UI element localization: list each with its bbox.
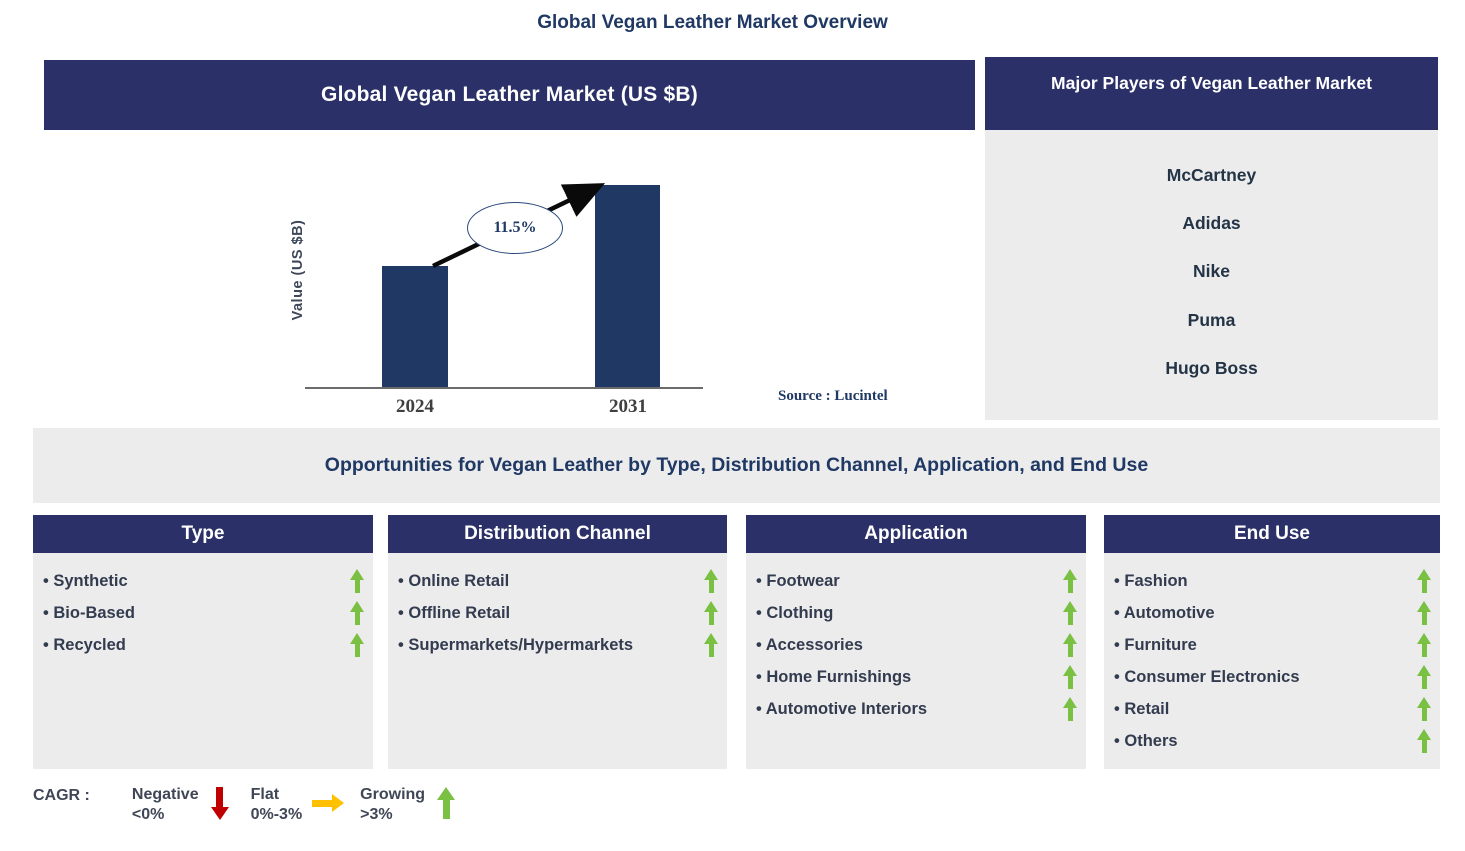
legend-entry-growing: Growing >3% — [360, 785, 456, 825]
opportunity-item-label: Fashion — [1114, 572, 1417, 591]
growing-up-arrow-icon — [437, 787, 456, 820]
negative-down-arrow-icon — [210, 787, 229, 820]
opportunity-item-label: Supermarkets/Hypermarkets — [398, 636, 704, 655]
legend-flat-range: 0%-3% — [250, 806, 303, 823]
opportunity-item-label: Automotive — [1114, 604, 1417, 623]
growth-arrow — [432, 183, 606, 269]
opportunity-item: Recycled — [43, 629, 365, 661]
growing-up-arrow-icon — [1063, 568, 1078, 594]
opportunity-item-label: Automotive Interiors — [756, 700, 1063, 719]
growing-up-arrow-icon — [1063, 696, 1078, 722]
growing-up-arrow-icon — [704, 600, 719, 626]
column-distribution-channel-header: Distribution Channel — [388, 515, 727, 553]
opportunity-item-label: Synthetic — [43, 572, 350, 591]
opportunity-item: Supermarkets/Hypermarkets — [398, 629, 719, 661]
flat-right-arrow-icon — [312, 794, 345, 812]
growing-up-arrow-icon — [704, 632, 719, 658]
players-panel-header: Major Players of Vegan Leather Market — [985, 57, 1438, 130]
opportunity-item-label: Footwear — [756, 572, 1063, 591]
player-name: Hugo Boss — [1165, 357, 1258, 378]
column-application-list: Footwear Clothing Accessories Home Furni… — [746, 553, 1086, 769]
column-application-header: Application — [746, 515, 1086, 553]
legend-growing-range: >3% — [360, 806, 393, 823]
cagr-value: 11.5% — [493, 219, 537, 236]
growing-up-arrow-icon — [704, 568, 719, 594]
opportunity-item-label: Furniture — [1114, 636, 1417, 655]
opportunity-item-label: Online Retail — [398, 572, 704, 591]
bar-2031 — [595, 185, 660, 387]
column-end-use-list: Fashion Automotive Furniture Consumer El… — [1104, 553, 1440, 769]
column-end-use: End Use Fashion Automotive Furniture — [1104, 515, 1440, 769]
players-list: McCartney Adidas Nike Puma Hugo Boss — [985, 130, 1438, 420]
opportunity-item: Synthetic — [43, 565, 365, 597]
page-title: Global Vegan Leather Market Overview — [537, 12, 888, 33]
player-name: Adidas — [1182, 213, 1241, 234]
bar-2024 — [382, 266, 448, 387]
growing-up-arrow-icon — [1063, 600, 1078, 626]
legend-negative-range: <0% — [131, 806, 165, 823]
opportunity-item: Clothing — [756, 597, 1078, 629]
legend-entry-negative: Negative <0% — [132, 785, 251, 825]
legend-entry-flat: Flat 0%-3% — [251, 785, 361, 825]
growing-up-arrow-icon — [1063, 632, 1078, 658]
x-tick-2024: 2024 — [396, 396, 434, 417]
cagr-legend: CAGR : Negative <0% Flat 0%-3% Growing >… — [33, 785, 456, 825]
player-name: Puma — [1187, 309, 1236, 330]
growing-up-arrow-icon — [1063, 664, 1078, 690]
market-bar-chart: Value (US $B) 11.5% 2024 2031 Source : L… — [44, 130, 975, 422]
growing-up-arrow-icon — [1417, 664, 1432, 690]
player-name: McCartney — [1166, 165, 1257, 186]
chart-y-axis-label: Value (US $B) — [290, 219, 306, 321]
growing-up-arrow-icon — [1417, 600, 1432, 626]
opportunity-item: Accessories — [756, 629, 1078, 661]
source-note: Source : Lucintel — [778, 388, 888, 404]
player-name: Nike — [1193, 261, 1230, 282]
x-tick-2031: 2031 — [609, 396, 647, 417]
growing-up-arrow-icon — [350, 632, 365, 658]
opportunity-item-label: Home Furnishings — [756, 668, 1063, 687]
column-type-list: Synthetic Bio-Based Recycled — [33, 553, 373, 769]
growing-up-arrow-icon — [350, 568, 365, 594]
growing-up-arrow-icon — [350, 600, 365, 626]
cagr-ellipse: 11.5% — [467, 202, 563, 254]
opportunity-item-label: Accessories — [756, 636, 1063, 655]
column-distribution-channel: Distribution Channel Online Retail Offli… — [388, 515, 727, 769]
legend-flat-name: Flat — [250, 786, 280, 803]
legend-title: CAGR : — [33, 787, 90, 804]
growing-up-arrow-icon — [1417, 728, 1432, 754]
opportunity-item-label: Recycled — [43, 636, 350, 655]
opportunity-item-label: Bio-Based — [43, 604, 350, 623]
growing-up-arrow-icon — [1417, 568, 1432, 594]
opportunity-item: Retail — [1114, 693, 1432, 725]
growing-up-arrow-icon — [1417, 632, 1432, 658]
opportunity-item: Online Retail — [398, 565, 719, 597]
opportunity-item-label: Retail — [1114, 700, 1417, 719]
legend-negative-name: Negative — [131, 786, 199, 803]
opportunity-item: Automotive Interiors — [756, 693, 1078, 725]
column-distribution-channel-list: Online Retail Offline Retail Supermarket… — [388, 553, 727, 769]
opportunity-item: Footwear — [756, 565, 1078, 597]
opportunity-item: Automotive — [1114, 597, 1432, 629]
growing-up-arrow-icon — [1417, 696, 1432, 722]
opportunity-item: Bio-Based — [43, 597, 365, 629]
opportunity-item: Others — [1114, 725, 1432, 757]
opportunity-item-label: Consumer Electronics — [1114, 668, 1417, 687]
column-type: Type Synthetic Bio-Based Recycled — [33, 515, 373, 769]
chart-x-axis — [305, 387, 703, 389]
opportunity-item-label: Clothing — [756, 604, 1063, 623]
column-type-header: Type — [33, 515, 373, 553]
market-panel-header: Global Vegan Leather Market (US $B) — [44, 60, 975, 130]
opportunity-item: Furniture — [1114, 629, 1432, 661]
legend-growing-name: Growing — [360, 786, 426, 803]
opportunity-item: Home Furnishings — [756, 661, 1078, 693]
opportunities-banner: Opportunities for Vegan Leather by Type,… — [33, 428, 1440, 503]
opportunity-item-label: Offline Retail — [398, 604, 704, 623]
opportunity-item: Consumer Electronics — [1114, 661, 1432, 693]
opportunity-item: Fashion — [1114, 565, 1432, 597]
opportunity-item-label: Others — [1114, 732, 1417, 751]
column-end-use-header: End Use — [1104, 515, 1440, 553]
opportunity-item: Offline Retail — [398, 597, 719, 629]
column-application: Application Footwear Clothing Accessorie… — [746, 515, 1086, 769]
